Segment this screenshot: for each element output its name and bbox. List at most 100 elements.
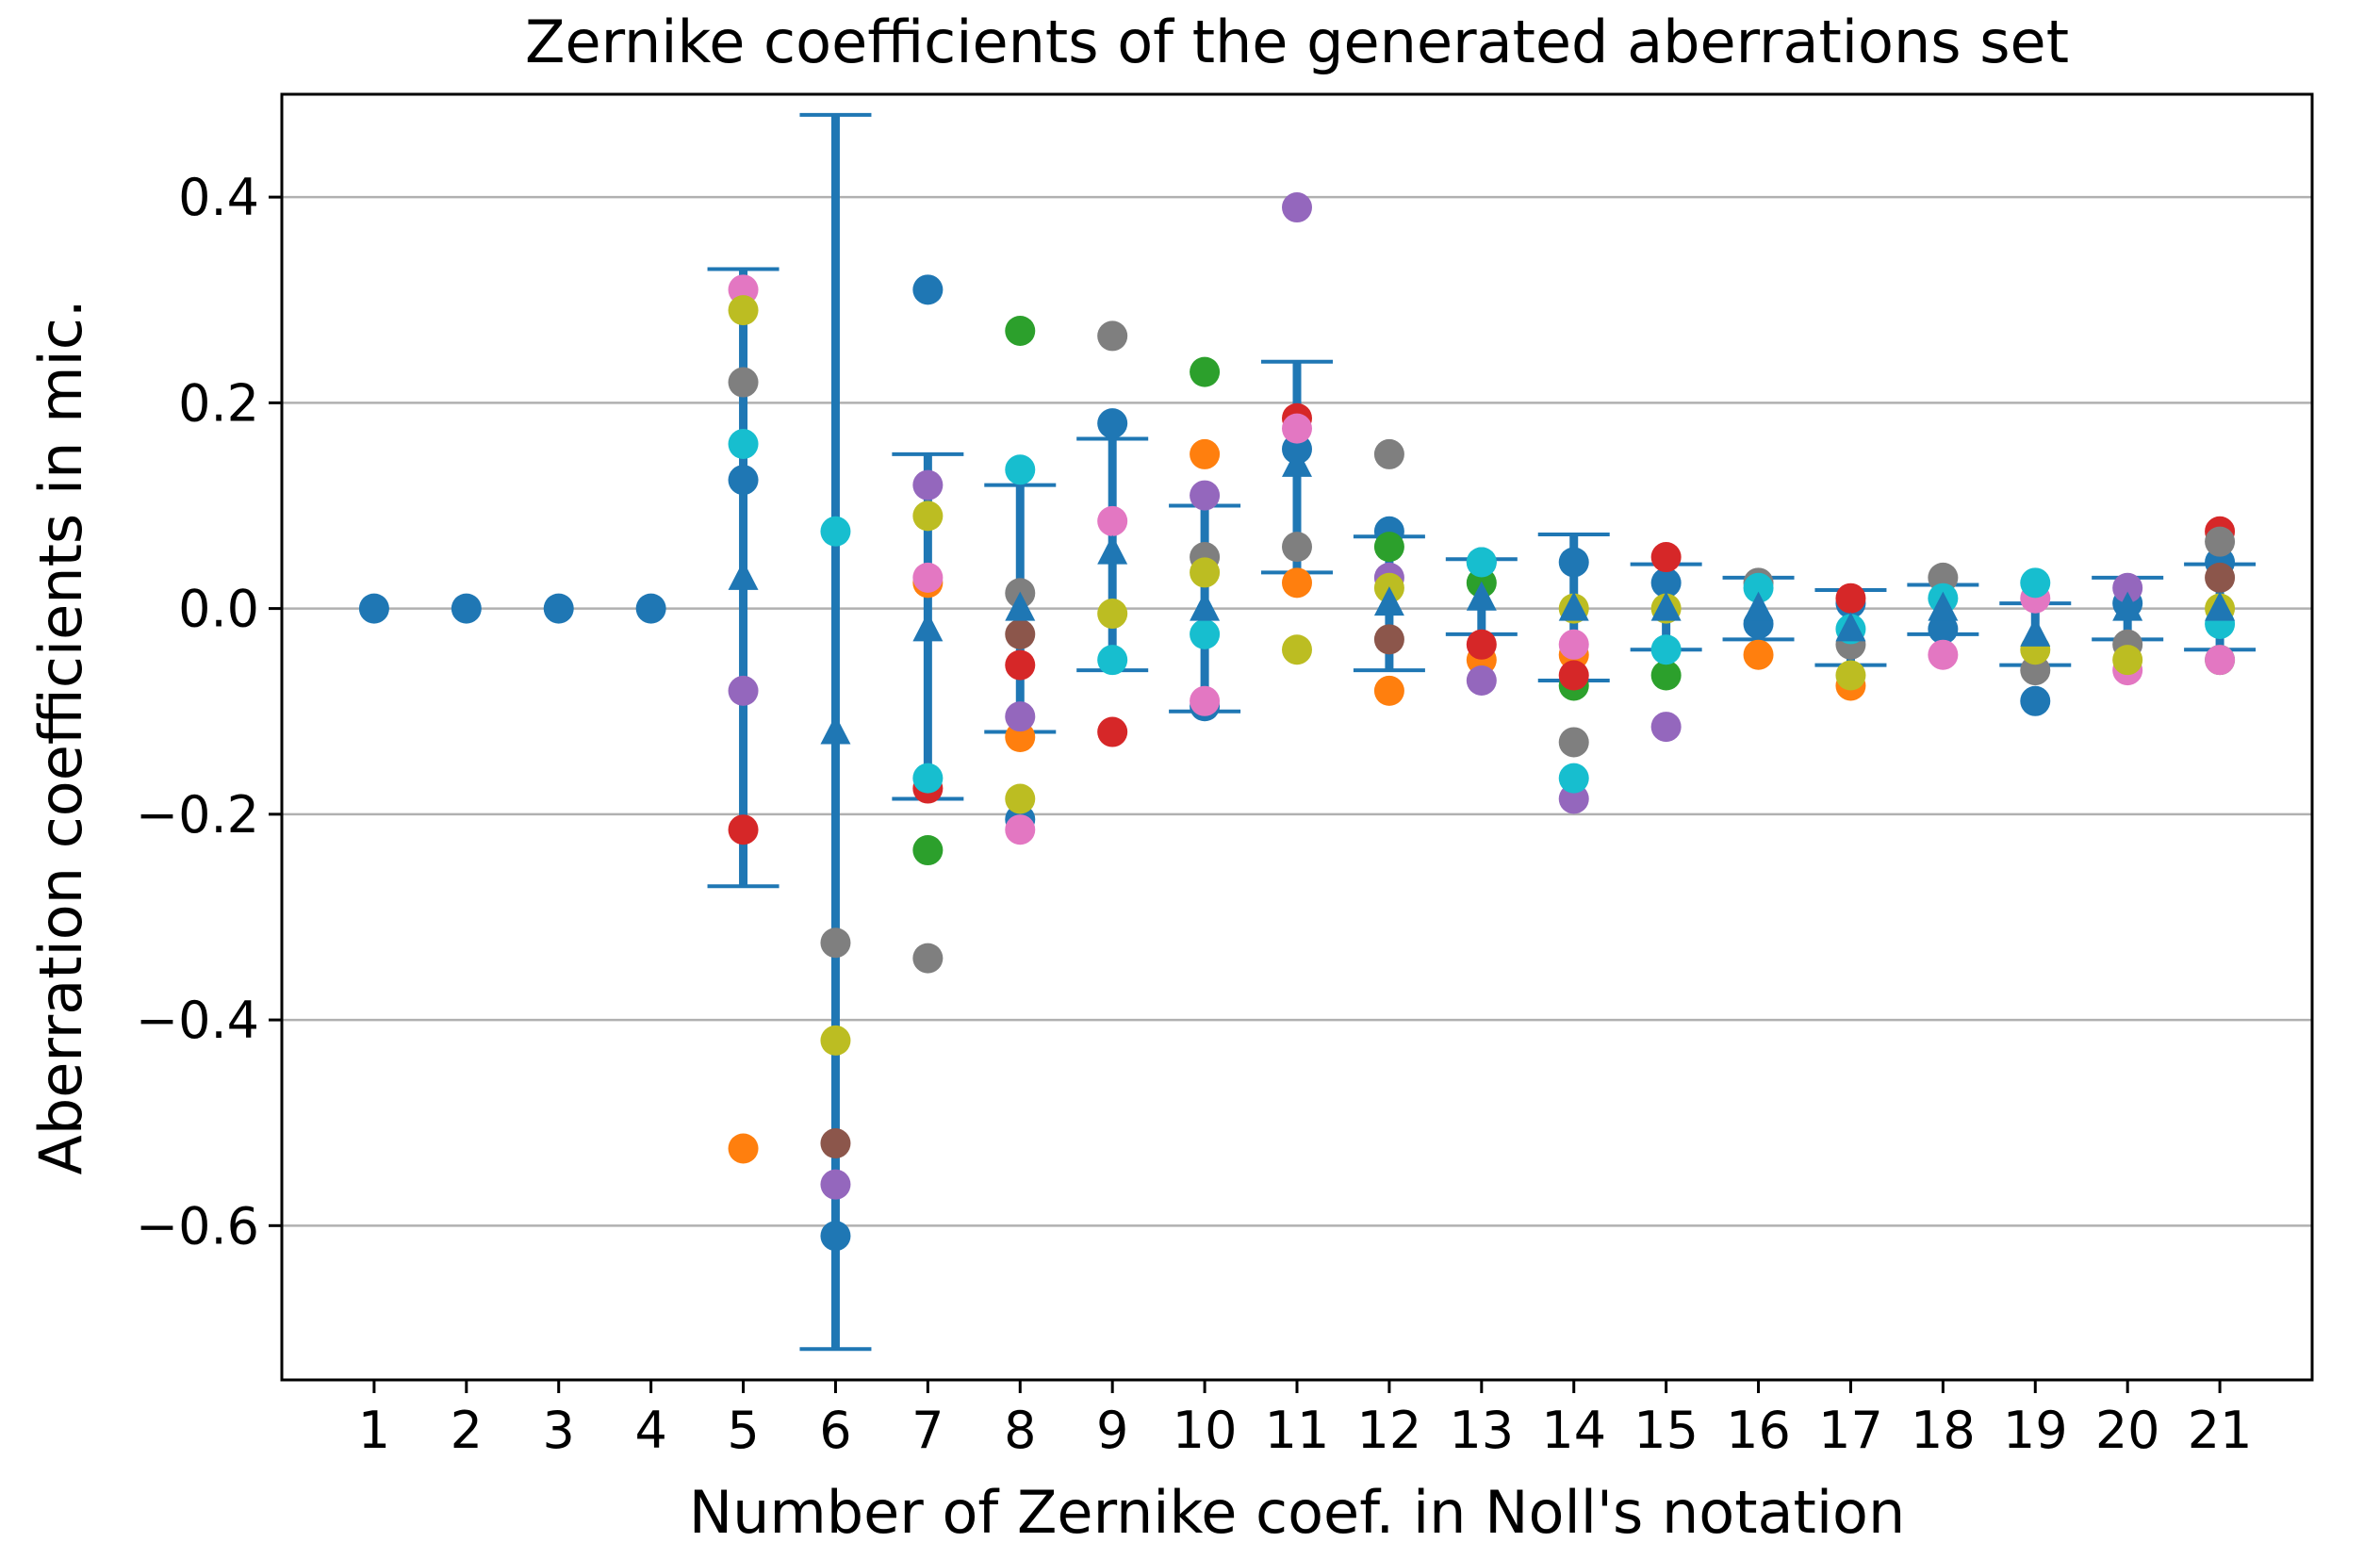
data-point-series-5 xyxy=(2112,572,2143,603)
data-point-series-5 xyxy=(1466,665,1497,696)
data-point-series-8 xyxy=(1373,438,1404,469)
data-point-series-1 xyxy=(728,465,759,496)
x-tick-label: 1 xyxy=(358,1401,390,1460)
grid-layer xyxy=(282,195,2312,1227)
data-point-series-5 xyxy=(1282,192,1312,223)
mean-marker xyxy=(1928,591,1959,621)
data-point-series-8 xyxy=(1097,320,1128,352)
mean-marker xyxy=(2205,591,2236,621)
data-point-series-10 xyxy=(728,429,759,460)
x-tick-label: 4 xyxy=(634,1401,666,1460)
data-point-series-9 xyxy=(2112,645,2143,676)
y-tick-label: −0.4 xyxy=(136,991,259,1050)
x-tick-label: 19 xyxy=(2003,1401,2068,1460)
data-point-series-8 xyxy=(728,367,759,398)
mean-marker xyxy=(1005,591,1036,621)
data-point-series-9 xyxy=(1097,599,1128,630)
data-point-series-10 xyxy=(1190,618,1221,649)
data-point-series-4 xyxy=(1466,629,1497,660)
data-point-series-6 xyxy=(1005,618,1036,649)
data-point-series-7 xyxy=(1097,505,1128,536)
data-point-series-9 xyxy=(1005,783,1036,814)
x-tick-label: 17 xyxy=(1818,1401,1883,1460)
data-point-series-6 xyxy=(2205,562,2236,593)
mean-marker xyxy=(1835,612,1866,642)
data-point-series-1 xyxy=(1650,567,1682,599)
y-tick-label: 0.2 xyxy=(178,373,259,433)
data-point-series-4 xyxy=(728,814,759,845)
data-point-series-3 xyxy=(1373,532,1404,563)
data-point-series-10 xyxy=(1005,454,1036,485)
data-point-series-7 xyxy=(1005,814,1036,845)
mean-marker xyxy=(1373,586,1404,616)
data-point-series-9 xyxy=(1190,557,1221,588)
data-point-series-2 xyxy=(728,1133,759,1164)
x-tick-label: 5 xyxy=(727,1401,759,1460)
x-tick-label: 11 xyxy=(1265,1401,1330,1460)
x-axis-label: Number of Zernike coef. in Noll's notati… xyxy=(689,1478,1906,1547)
x-tick-label: 3 xyxy=(543,1401,575,1460)
x-tick-label: 13 xyxy=(1449,1401,1514,1460)
x-tick-label: 10 xyxy=(1173,1401,1238,1460)
data-point-series-5 xyxy=(820,1169,851,1200)
data-point-series-8 xyxy=(1558,727,1589,758)
y-tick-label: 0.0 xyxy=(178,580,259,639)
y-tick-label: −0.2 xyxy=(136,785,259,845)
data-point-series-4 xyxy=(1650,542,1682,573)
data-point-series-1 xyxy=(1558,547,1589,578)
x-tick-label: 7 xyxy=(911,1401,944,1460)
data-point-series-4 xyxy=(1835,583,1866,614)
data-point-series-1 xyxy=(1097,408,1128,439)
data-point-series-3 xyxy=(1005,315,1036,346)
data-point-series-4 xyxy=(1005,649,1036,681)
data-point-series-9 xyxy=(1282,634,1312,665)
data-point-series-1 xyxy=(358,593,389,624)
data-point-series-5 xyxy=(1190,480,1221,511)
data-point-series-10 xyxy=(912,763,944,794)
data-point-series-1 xyxy=(820,1221,851,1252)
mean-layer xyxy=(728,447,2236,745)
x-tick-label: 2 xyxy=(451,1401,483,1460)
data-point-series-1 xyxy=(2020,685,2051,716)
data-point-series-4 xyxy=(1558,660,1589,691)
mean-marker xyxy=(2112,591,2143,621)
data-point-series-2 xyxy=(1282,567,1312,599)
x-tick-label: 20 xyxy=(2095,1401,2160,1460)
data-point-series-10 xyxy=(1743,572,1774,603)
mean-marker xyxy=(728,560,759,590)
chart-title: Zernike coefficients of the generated ab… xyxy=(525,8,2069,76)
mean-marker xyxy=(912,612,944,642)
data-point-series-2 xyxy=(1373,675,1404,706)
data-point-series-5 xyxy=(912,469,944,501)
data-point-series-7 xyxy=(2205,645,2236,676)
data-point-series-9 xyxy=(728,295,759,326)
data-point-series-2 xyxy=(1743,639,1774,670)
data-point-series-9 xyxy=(1835,660,1866,691)
x-tick-label: 12 xyxy=(1357,1401,1422,1460)
data-point-series-10 xyxy=(1097,645,1128,676)
data-point-series-7 xyxy=(912,562,944,593)
data-point-series-8 xyxy=(1282,532,1312,563)
mean-marker xyxy=(2020,616,2051,647)
y-tick-label: 0.4 xyxy=(178,168,259,227)
data-point-series-1 xyxy=(451,593,482,624)
x-tick-label: 6 xyxy=(819,1401,851,1460)
data-point-series-1 xyxy=(912,274,944,305)
mean-marker xyxy=(1650,591,1682,621)
mean-marker xyxy=(1282,447,1312,477)
mean-marker xyxy=(1558,591,1589,621)
data-point-series-10 xyxy=(2020,567,2051,599)
mean-marker xyxy=(1097,534,1128,565)
mean-marker xyxy=(1466,581,1497,611)
x-tick-label: 8 xyxy=(1004,1401,1036,1460)
data-point-series-5 xyxy=(1650,712,1682,743)
x-tick-label: 21 xyxy=(2188,1401,2253,1460)
mean-marker xyxy=(820,714,851,745)
x-tick-label: 16 xyxy=(1726,1401,1791,1460)
data-point-series-3 xyxy=(912,835,944,866)
data-point-series-6 xyxy=(820,1128,851,1159)
data-point-series-2 xyxy=(1190,438,1221,469)
